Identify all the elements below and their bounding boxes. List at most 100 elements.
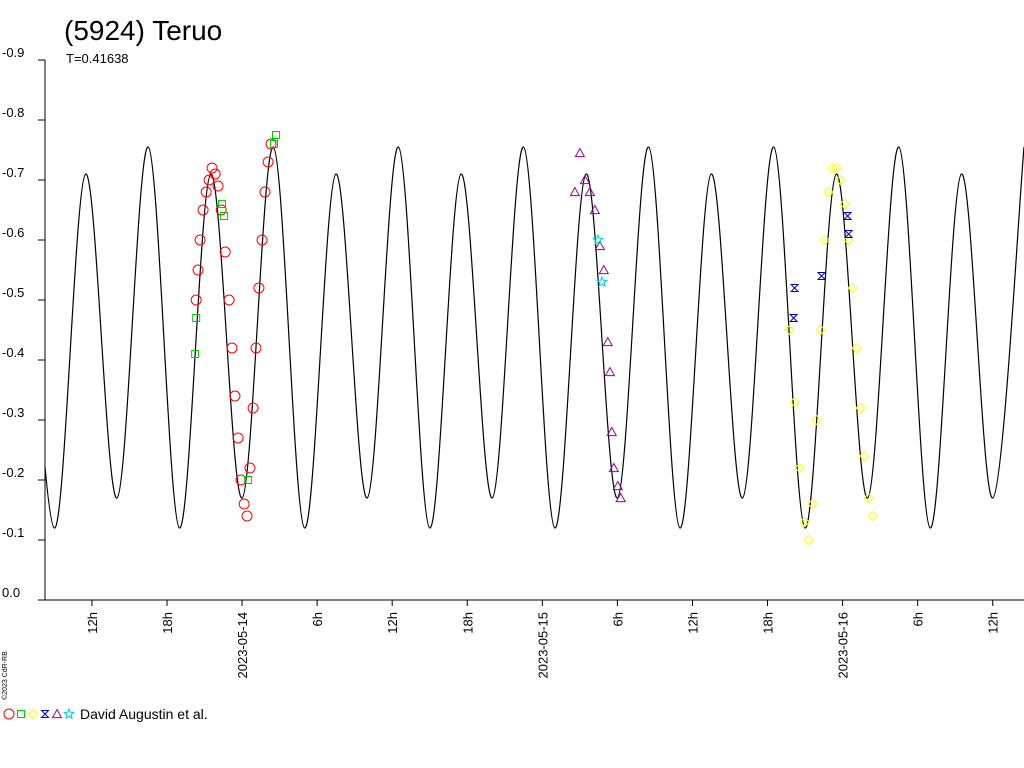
x-tick-label: 12h	[986, 612, 1001, 634]
x-tick-label: 6h	[310, 612, 325, 626]
data-point	[831, 162, 842, 174]
data-point	[789, 396, 800, 408]
data-point	[244, 476, 253, 484]
data-point	[595, 275, 608, 288]
data-point	[191, 350, 200, 358]
data-point	[819, 234, 830, 246]
legend-symbol	[51, 708, 63, 719]
data-point	[192, 264, 204, 276]
chart-subtitle: T=0.41638	[66, 51, 129, 66]
y-tick-label: -0.5	[2, 285, 24, 300]
x-tick-label: 18h	[460, 612, 475, 634]
legend-symbol	[62, 707, 76, 720]
x-tick-label: 12h	[85, 612, 100, 634]
data-point	[272, 131, 281, 139]
data-point	[197, 204, 209, 216]
data-point	[215, 204, 227, 216]
data-point	[842, 212, 853, 220]
data-point	[190, 294, 202, 306]
data-point	[194, 234, 206, 246]
data-point	[855, 402, 866, 414]
data-point	[591, 233, 605, 246]
data-point	[235, 474, 247, 486]
data-point	[256, 234, 268, 246]
y-tick-label: -0.2	[2, 465, 24, 480]
data-point	[807, 498, 818, 510]
plot-area	[45, 131, 1024, 546]
x-tick-label: 6h	[911, 612, 926, 626]
x-tick-label: 2023-05-16	[836, 612, 851, 679]
data-point	[598, 264, 610, 275]
data-point	[229, 390, 241, 402]
data-point	[604, 366, 616, 377]
data-point	[247, 402, 259, 414]
x-tick-label: 12h	[685, 612, 700, 634]
data-point	[265, 138, 277, 150]
data-point	[594, 240, 606, 251]
data-point	[232, 432, 244, 444]
legend-symbol	[27, 708, 39, 720]
y-tick-label: -0.3	[2, 405, 24, 420]
data-point	[192, 314, 201, 322]
data-point	[259, 186, 271, 198]
chart-title: (5924) Teruo	[64, 15, 222, 46]
data-point	[589, 204, 601, 215]
data-point	[789, 284, 800, 292]
data-point	[843, 230, 854, 238]
x-tick-label: 12h	[385, 612, 400, 634]
data-point	[579, 174, 591, 185]
data-point	[612, 480, 624, 491]
data-point	[269, 140, 278, 148]
y-tick-label: -0.7	[2, 165, 24, 180]
data-point	[615, 492, 627, 503]
data-point	[584, 186, 596, 197]
data-point	[863, 492, 874, 504]
data-point	[606, 426, 618, 437]
data-point	[867, 510, 878, 522]
model-curve	[45, 146, 1024, 529]
data-point	[839, 198, 850, 210]
data-point	[250, 342, 262, 354]
data-point	[206, 162, 218, 174]
data-point	[602, 336, 614, 347]
data-point	[811, 414, 822, 426]
data-point	[859, 450, 870, 462]
x-tick-label: 2023-05-14	[235, 612, 250, 679]
data-point	[794, 462, 805, 474]
legend-symbol	[3, 708, 15, 720]
data-point	[827, 162, 838, 174]
y-tick-label: -0.6	[2, 225, 24, 240]
x-tick-label: 2023-05-15	[535, 612, 550, 679]
data-point	[574, 147, 586, 158]
data-point	[226, 342, 238, 354]
data-point	[803, 534, 814, 546]
data-point	[843, 234, 854, 246]
data-point	[816, 272, 827, 280]
data-point	[788, 314, 799, 322]
legend-symbol	[40, 710, 50, 718]
data-point	[815, 324, 826, 336]
data-point	[569, 186, 581, 197]
x-tick-label: 18h	[160, 612, 175, 634]
data-point	[847, 282, 858, 294]
x-tick-label: 18h	[761, 612, 776, 634]
data-point	[219, 246, 231, 258]
y-tick-label: -0.1	[2, 525, 24, 540]
legend-symbol	[17, 710, 25, 718]
data-point	[200, 186, 212, 198]
x-tick-label: 6h	[610, 612, 625, 626]
data-point	[799, 516, 810, 528]
data-point	[823, 186, 834, 198]
data-point	[262, 156, 274, 168]
data-point	[608, 462, 620, 473]
y-tick-label: -0.9	[2, 45, 24, 60]
y-tick-label: -0.4	[2, 345, 24, 360]
data-point	[244, 462, 256, 474]
data-point	[784, 324, 795, 336]
data-point	[241, 510, 253, 522]
data-point	[238, 498, 250, 510]
data-point	[218, 200, 227, 208]
data-point	[203, 174, 215, 186]
data-point	[851, 342, 862, 354]
